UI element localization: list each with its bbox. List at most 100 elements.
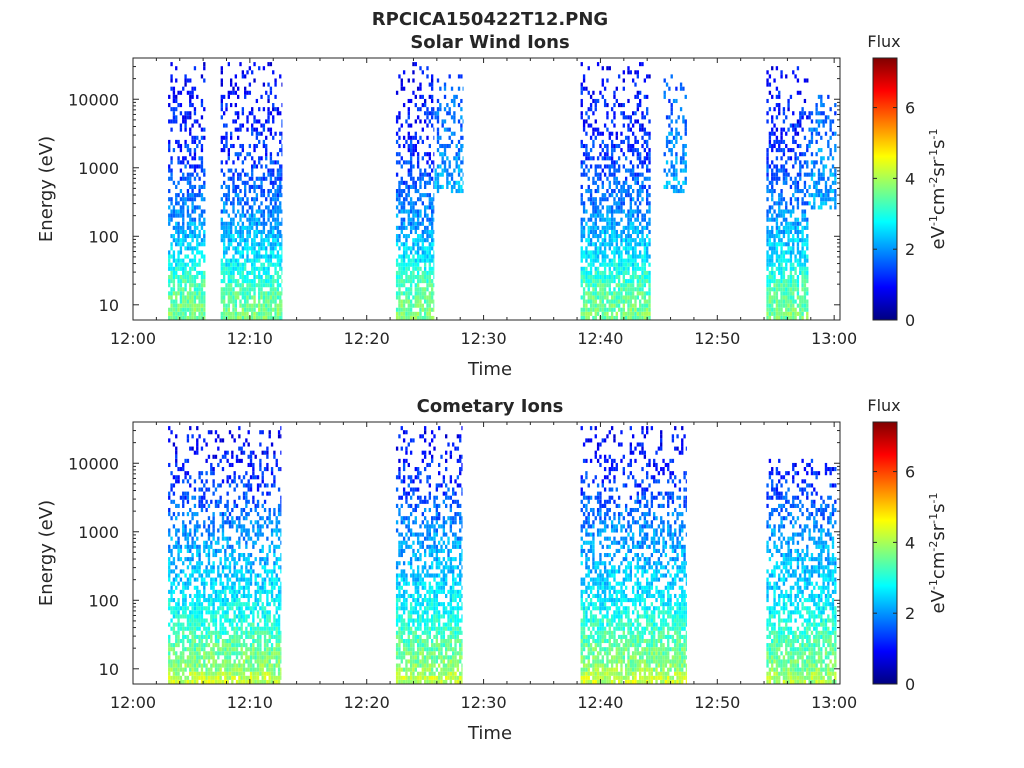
heatmap-cell [229,143,233,149]
heatmap-cell [177,655,180,660]
heatmap-cell [803,152,807,157]
heatmap-cell [175,197,178,202]
heatmap-cell [279,111,282,116]
heatmap-cell [182,614,185,619]
heatmap-cell [430,107,434,112]
heatmap-cell [416,246,420,251]
heatmap-cell [193,184,197,189]
heatmap-cell [217,634,220,639]
heatmap-cell [817,172,821,177]
heatmap-cell [801,299,804,304]
heatmap-cell [634,70,637,75]
heatmap-cell [585,119,588,124]
heatmap-cell [796,131,800,136]
heatmap-cell [248,291,252,296]
heatmap-cell [782,254,786,259]
heatmap-cell [400,266,403,271]
heatmap-cell [226,630,229,635]
heatmap-cell [629,287,632,292]
heatmap-cell [771,131,774,136]
heatmap-cell [193,66,197,71]
heatmap-cell [421,246,424,251]
heatmap-cell [267,98,270,104]
heatmap-cell [267,115,270,120]
heatmap-cell [434,115,437,120]
heatmap-cell [217,528,220,533]
heatmap-cell [596,131,600,136]
heatmap-cell [246,127,249,132]
heatmap-cell [428,299,431,304]
heatmap-cell [168,462,171,468]
heatmap-cell [217,667,220,672]
heatmap-cell [426,217,429,222]
heatmap-cell [684,119,687,124]
heatmap-cell [587,66,590,71]
heatmap-cell [629,168,632,173]
heatmap-cell [778,242,781,247]
heatmap-cell [815,160,818,165]
heatmap-cell [203,503,206,508]
heatmap-cell [168,254,171,259]
solar-wind-colorbar-title: Flux [867,32,900,51]
heatmap-cell [610,221,614,226]
heatmap-cell [175,606,178,611]
heatmap-cell [276,209,280,214]
heatmap-cell [276,279,280,284]
heatmap-cell [244,287,247,292]
heatmap-cell [265,156,268,161]
heatmap-cell [203,622,206,627]
heatmap-cell [430,242,434,247]
heatmap-cell [222,148,226,153]
heatmap-cell [775,254,779,259]
heatmap-cell [643,291,647,296]
heatmap-cell [179,283,183,288]
heatmap-cell [212,512,215,517]
heatmap-cell [221,524,225,529]
heatmap-cell [244,311,247,316]
heatmap-cell [641,62,644,67]
heatmap-cell [766,295,769,300]
heatmap-cell [267,209,270,214]
heatmap-cell [224,630,227,635]
heatmap-cell [629,299,632,304]
heatmap-cell [184,139,187,144]
heatmap-cell [622,184,625,189]
heatmap-cell [631,78,635,83]
heatmap-cell [829,172,832,177]
heatmap-cell [796,156,800,161]
heatmap-cell [419,180,422,185]
heatmap-cell [636,311,639,316]
heatmap-cell [441,160,444,165]
heatmap-cell [251,176,254,181]
heatmap-cell [212,606,215,611]
heatmap-cell [175,242,178,247]
heatmap-cell [228,643,232,648]
heatmap-cell [421,217,424,222]
heatmap-cell [419,209,422,214]
heatmap-cell [808,111,811,116]
heatmap-cell [677,131,680,136]
heatmap-cell [186,307,190,312]
heatmap-cell [426,246,429,251]
heatmap-cell [222,225,226,230]
heatmap-cell [601,131,604,136]
heatmap-cell [193,254,197,259]
heatmap-cell [168,176,171,181]
heatmap-cell [768,315,772,320]
heatmap-cell [265,254,268,259]
heatmap-cell [172,589,176,594]
heatmap-cell [225,107,228,112]
heatmap-cell [629,221,632,226]
heatmap-cell [622,86,625,91]
heatmap-cell [412,78,415,83]
heatmap-cell [198,573,201,578]
heatmap-cell [771,176,774,181]
heatmap-cell [224,593,227,599]
heatmap-cell [580,270,583,275]
heatmap-cell [168,675,171,680]
heatmap-cell [237,279,240,284]
heatmap-cell [421,303,424,308]
heatmap-cell [226,679,229,684]
heatmap-cell [631,209,635,214]
heatmap-cell [589,94,593,99]
